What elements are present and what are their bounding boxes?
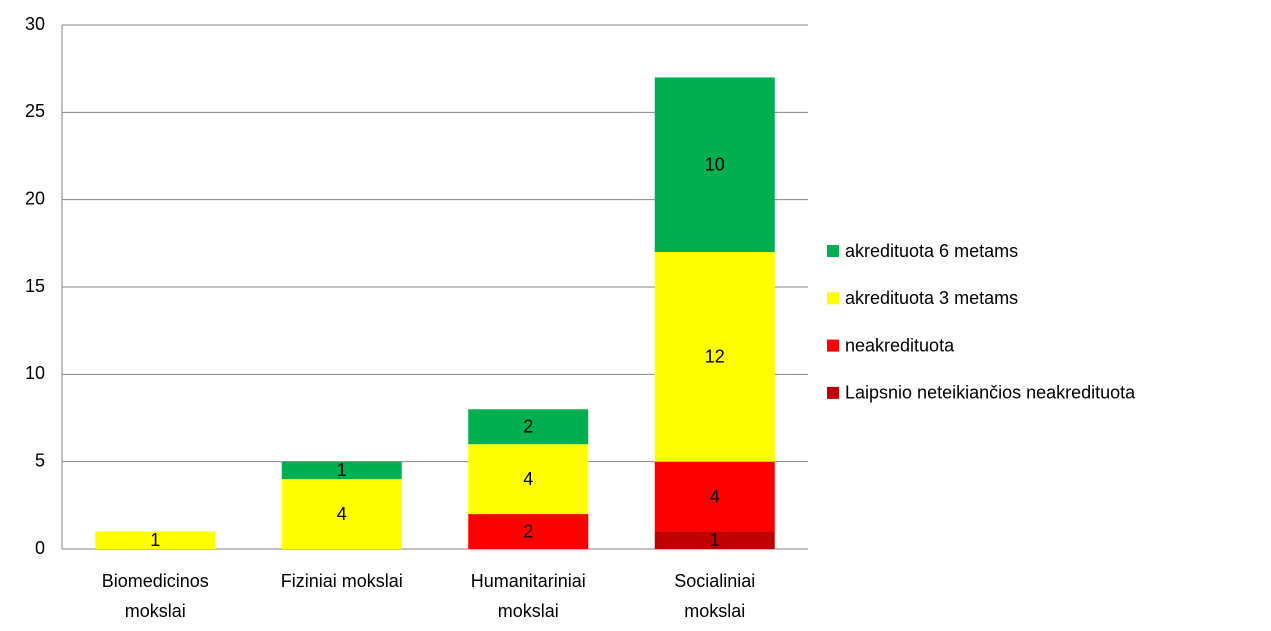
bar-segment bbox=[654, 252, 775, 462]
y-tick-label: 10 bbox=[25, 363, 45, 383]
data-label: 10 bbox=[705, 154, 725, 174]
legend-swatch bbox=[827, 339, 839, 352]
legend-label: Laipsnio neteikiančios neakredituota bbox=[845, 383, 1136, 403]
x-tick-label: Biomedicinos mokslai bbox=[102, 571, 209, 621]
data-label: 1 bbox=[710, 530, 720, 550]
y-tick-label: 15 bbox=[25, 276, 45, 296]
bar-segment bbox=[654, 531, 775, 549]
bar-segment bbox=[95, 531, 216, 549]
bar-segment bbox=[281, 479, 402, 549]
bar-segment bbox=[468, 514, 589, 549]
data-label: 4 bbox=[523, 469, 533, 489]
bar-segment bbox=[654, 461, 775, 532]
y-tick-label: 0 bbox=[35, 538, 45, 558]
x-tick-label: Socialiniai mokslai bbox=[674, 571, 755, 621]
y-tick-label: 25 bbox=[25, 101, 45, 121]
data-label: 4 bbox=[337, 504, 347, 524]
data-label: 2 bbox=[523, 521, 533, 541]
data-label: 2 bbox=[523, 416, 533, 436]
legend-swatch bbox=[827, 245, 839, 257]
bar-segment bbox=[468, 444, 589, 515]
legend-label: neakredituota bbox=[845, 335, 955, 355]
data-label: 1 bbox=[150, 530, 160, 550]
legend-swatch bbox=[827, 292, 839, 305]
x-tick-label: Humanitariniai mokslai bbox=[471, 571, 586, 621]
y-tick-label: 30 bbox=[25, 14, 45, 34]
legend-label: akredituota 6 metams bbox=[845, 241, 1018, 261]
y-tick-label: 20 bbox=[25, 188, 45, 208]
data-label: 1 bbox=[337, 460, 347, 480]
legend-label: akredituota 3 metams bbox=[845, 288, 1018, 308]
y-tick-label: 5 bbox=[35, 450, 45, 470]
bar-segment bbox=[281, 461, 402, 480]
data-label: 4 bbox=[710, 486, 720, 506]
legend-swatch bbox=[827, 386, 839, 399]
bar-segment bbox=[654, 77, 775, 253]
bar-segment bbox=[468, 409, 589, 445]
data-label: 12 bbox=[705, 347, 725, 367]
x-tick-label: Fiziniai mokslai bbox=[281, 571, 403, 591]
